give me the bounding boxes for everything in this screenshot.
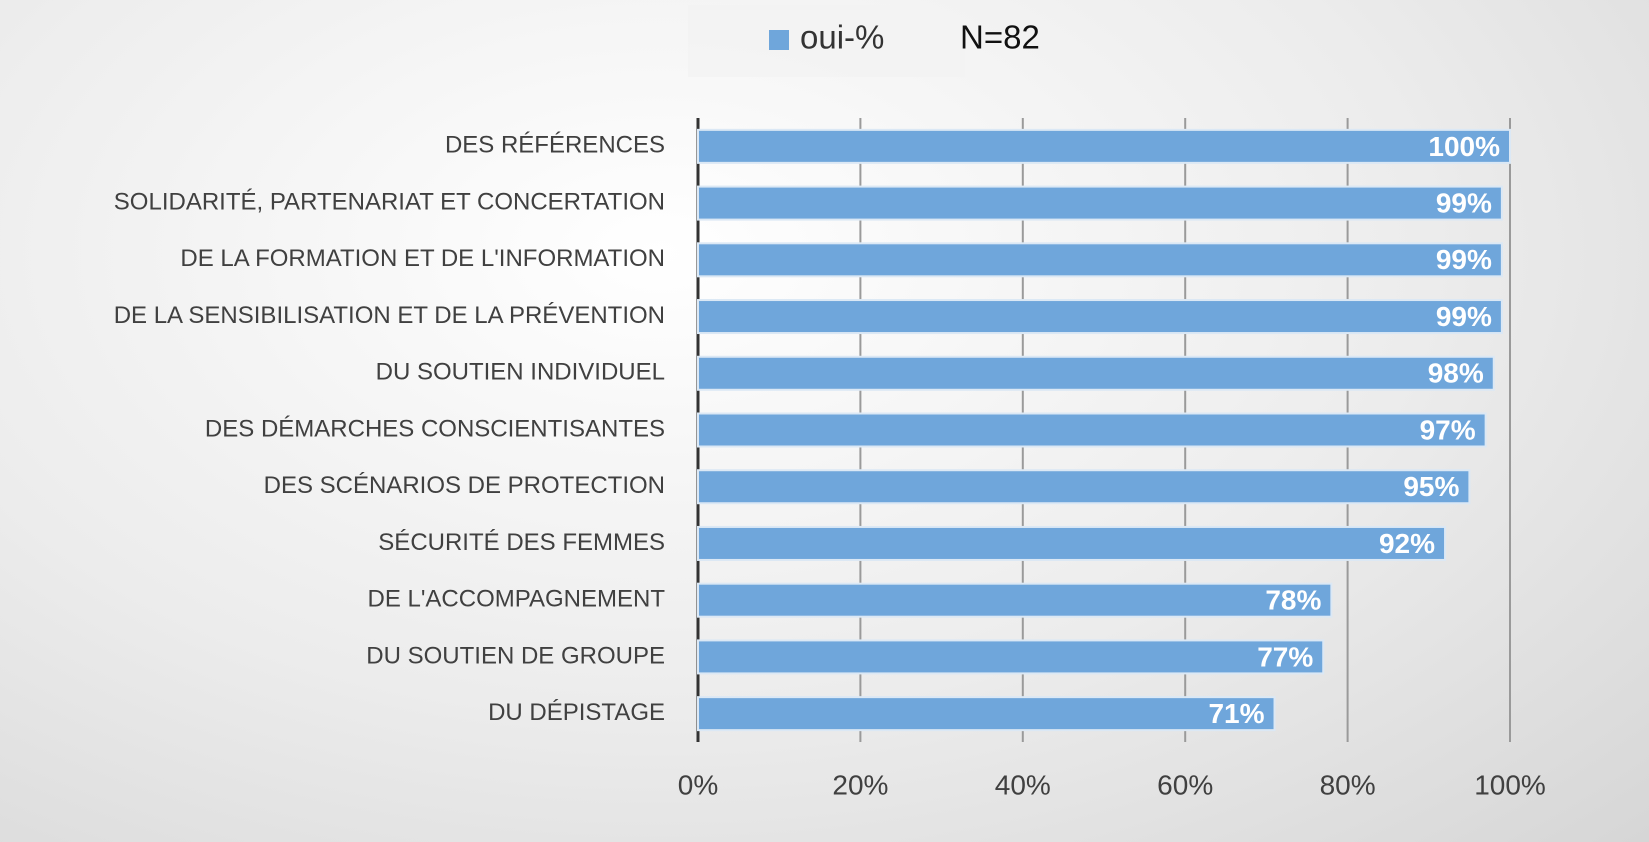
bar: [697, 242, 1503, 278]
data-label: 99%: [1436, 301, 1492, 332]
y-tick-label: DU SOUTIEN DE GROUPE: [366, 642, 665, 669]
y-tick-label: DU SOUTIEN INDIVIDUEL: [376, 359, 665, 386]
data-label: 99%: [1436, 244, 1492, 275]
y-tick-label: DES DÉMARCHES CONSCIENTISANTES: [205, 415, 665, 442]
bar: [697, 185, 1503, 221]
bar: [697, 639, 1325, 675]
y-tick-label: DE LA SENSIBILISATION ET DE LA PRÉVENTIO…: [114, 302, 665, 329]
bar: [697, 299, 1503, 335]
bar: [697, 696, 1276, 732]
bar: [697, 128, 1511, 164]
y-tick-label: DE L'ACCOMPAGNEMENT: [367, 586, 665, 613]
data-label: 78%: [1265, 585, 1321, 616]
data-label: 92%: [1379, 528, 1435, 559]
bar: [697, 582, 1333, 618]
bar: [697, 355, 1495, 391]
x-tick-label: 60%: [1157, 769, 1213, 800]
bar: [697, 525, 1447, 561]
y-tick-label: DE LA FORMATION ET DE L'INFORMATION: [180, 245, 665, 272]
data-label: 100%: [1428, 131, 1500, 162]
x-tick-label: 80%: [1320, 769, 1376, 800]
x-tick-label: 100%: [1474, 769, 1546, 800]
x-tick-label: 40%: [995, 769, 1051, 800]
data-label: 95%: [1403, 471, 1459, 502]
x-tick-label: 0%: [678, 769, 718, 800]
data-label: 97%: [1420, 414, 1476, 445]
data-label: 98%: [1428, 358, 1484, 389]
legend-swatch: [769, 30, 789, 50]
bar: [697, 412, 1487, 448]
y-tick-label: DES RÉFÉRENCES: [445, 132, 665, 159]
y-tick-label: DES SCÉNARIOS DE PROTECTION: [264, 472, 665, 499]
y-tick-label: DU DÉPISTAGE: [488, 699, 665, 726]
y-tick-label: SÉCURITÉ DES FEMMES: [378, 529, 665, 556]
legend-label: oui-%: [800, 19, 884, 56]
y-tick-label: SOLIDARITÉ, PARTENARIAT ET CONCERTATION: [114, 188, 665, 215]
annotation: N=82: [960, 19, 1040, 56]
data-label: 99%: [1436, 187, 1492, 218]
x-tick-label: 20%: [832, 769, 888, 800]
legend-box: [688, 5, 965, 77]
data-label: 77%: [1257, 641, 1313, 672]
bar: [697, 469, 1471, 505]
data-label: 71%: [1208, 698, 1264, 729]
